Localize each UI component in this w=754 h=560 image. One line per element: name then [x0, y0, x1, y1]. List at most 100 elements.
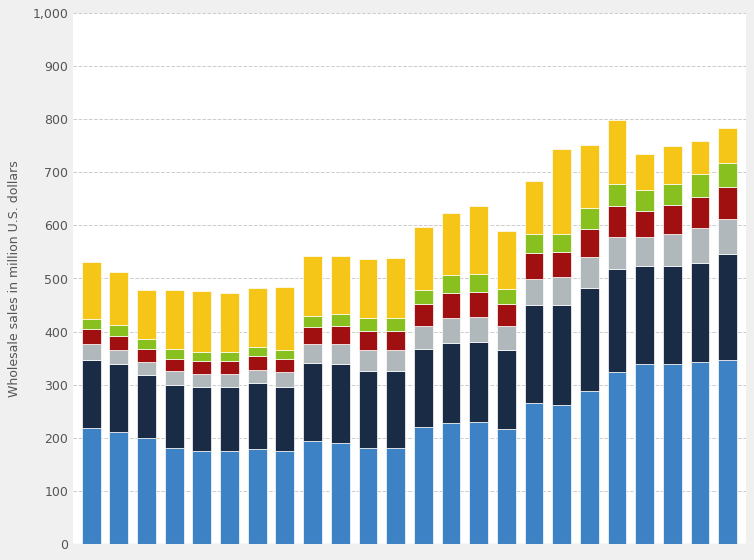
Bar: [275, 349, 294, 359]
Bar: [275, 387, 294, 451]
Bar: [636, 267, 654, 365]
Bar: [137, 375, 156, 437]
Bar: [358, 448, 377, 544]
Bar: [165, 371, 184, 385]
Bar: [81, 329, 100, 344]
Bar: [331, 256, 350, 314]
Bar: [275, 287, 294, 349]
Bar: [331, 443, 350, 544]
Bar: [275, 451, 294, 544]
Y-axis label: Wholesale sales in million U.S. dollars: Wholesale sales in million U.S. dollars: [8, 160, 21, 397]
Bar: [497, 350, 516, 428]
Bar: [165, 448, 184, 544]
Bar: [81, 428, 100, 544]
Bar: [414, 305, 433, 326]
Bar: [386, 448, 405, 544]
Bar: [358, 331, 377, 350]
Bar: [248, 370, 267, 383]
Bar: [580, 146, 599, 208]
Bar: [719, 163, 737, 187]
Bar: [442, 343, 461, 423]
Bar: [719, 254, 737, 360]
Bar: [386, 331, 405, 350]
Bar: [497, 289, 516, 304]
Bar: [442, 213, 461, 276]
Bar: [192, 352, 211, 361]
Bar: [303, 441, 322, 544]
Bar: [358, 371, 377, 448]
Bar: [691, 174, 710, 197]
Bar: [248, 449, 267, 544]
Bar: [165, 349, 184, 358]
Bar: [165, 290, 184, 349]
Bar: [497, 428, 516, 544]
Bar: [303, 344, 322, 363]
Bar: [525, 278, 544, 305]
Bar: [192, 387, 211, 451]
Bar: [386, 371, 405, 448]
Bar: [81, 344, 100, 360]
Bar: [719, 219, 737, 254]
Bar: [248, 287, 267, 347]
Bar: [275, 372, 294, 387]
Bar: [358, 259, 377, 318]
Bar: [137, 348, 156, 362]
Bar: [81, 319, 100, 329]
Bar: [81, 262, 100, 319]
Bar: [663, 267, 682, 365]
Bar: [137, 290, 156, 339]
Bar: [663, 206, 682, 235]
Bar: [663, 235, 682, 267]
Bar: [525, 305, 544, 403]
Bar: [358, 318, 377, 331]
Bar: [469, 292, 488, 317]
Bar: [414, 290, 433, 305]
Bar: [525, 234, 544, 253]
Bar: [414, 348, 433, 427]
Bar: [109, 325, 128, 336]
Bar: [109, 272, 128, 325]
Bar: [469, 207, 488, 274]
Bar: [525, 253, 544, 278]
Bar: [358, 350, 377, 371]
Bar: [109, 336, 128, 349]
Bar: [608, 184, 627, 207]
Bar: [303, 327, 322, 344]
Bar: [165, 358, 184, 371]
Bar: [691, 197, 710, 228]
Bar: [580, 287, 599, 391]
Bar: [414, 326, 433, 348]
Bar: [469, 342, 488, 422]
Bar: [248, 347, 267, 357]
Bar: [109, 432, 128, 544]
Bar: [691, 141, 710, 174]
Bar: [580, 256, 599, 287]
Bar: [608, 269, 627, 372]
Bar: [636, 155, 654, 190]
Bar: [663, 365, 682, 544]
Bar: [220, 361, 239, 374]
Bar: [663, 184, 682, 206]
Bar: [552, 252, 571, 277]
Bar: [386, 318, 405, 331]
Bar: [469, 274, 488, 292]
Bar: [303, 363, 322, 441]
Bar: [109, 365, 128, 432]
Bar: [719, 128, 737, 163]
Bar: [248, 383, 267, 449]
Bar: [442, 293, 461, 318]
Bar: [275, 359, 294, 372]
Bar: [442, 423, 461, 544]
Bar: [386, 258, 405, 318]
Bar: [220, 451, 239, 544]
Bar: [137, 339, 156, 348]
Bar: [636, 190, 654, 211]
Bar: [552, 305, 571, 405]
Bar: [137, 362, 156, 375]
Bar: [608, 237, 627, 269]
Bar: [552, 234, 571, 252]
Bar: [691, 362, 710, 544]
Bar: [442, 318, 461, 343]
Bar: [220, 293, 239, 352]
Bar: [303, 256, 322, 316]
